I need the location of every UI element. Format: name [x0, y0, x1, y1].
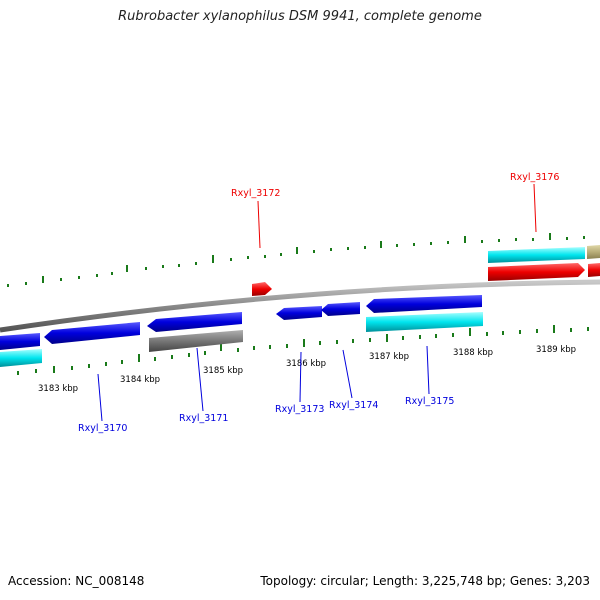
leader-line — [257, 200, 261, 249]
genome-backbone — [0, 279, 600, 333]
reverse-feature-row-2 — [0, 312, 483, 367]
feature-bar[interactable] — [0, 349, 42, 367]
topology-text: Topology: circular; Length: 3,225,748 bp… — [260, 574, 590, 588]
gene-label-rxyl-3175[interactable]: Rxyl_3175 — [405, 396, 454, 407]
leader-line — [342, 349, 353, 399]
inner-tick-row — [17, 325, 589, 375]
gene-arrow[interactable] — [321, 302, 360, 316]
gene-label-rxyl-3176[interactable]: Rxyl_3176 — [510, 172, 559, 183]
leader-line — [97, 373, 103, 422]
feature-bar[interactable] — [149, 330, 243, 352]
gene-arrow[interactable] — [276, 306, 322, 320]
gene-label-rxyl-3174[interactable]: Rxyl_3174 — [329, 400, 378, 411]
gene-labels: Rxyl_3170 Rxyl_3171 Rxyl_3172 Rxyl_3173 … — [78, 172, 559, 434]
gene-label-rxyl-3173[interactable]: Rxyl_3173 — [275, 404, 324, 415]
forward-cds-row — [252, 245, 600, 296]
gene-label-rxyl-3170[interactable]: Rxyl_3170 — [78, 423, 127, 434]
leader-line — [426, 345, 430, 395]
scale-label: 3189 kbp — [536, 345, 576, 355]
scale-labels: 3183 kbp 3184 kbp 3185 kbp 3186 kbp 3187… — [38, 345, 576, 394]
gene-leader-lines — [97, 183, 537, 422]
diagram-title: Rubrobacter xylanophilus DSM 9941, compl… — [118, 9, 482, 24]
gene-arrow[interactable] — [147, 312, 242, 332]
gene-arrow[interactable] — [44, 322, 140, 344]
gene-arrow[interactable] — [588, 263, 600, 277]
feature-bar[interactable] — [366, 312, 483, 332]
gene-label-rxyl-3172[interactable]: Rxyl_3172 — [231, 188, 280, 199]
scale-label: 3188 kbp — [453, 348, 493, 358]
gene-arrow[interactable] — [488, 263, 585, 281]
feature-bar[interactable] — [587, 245, 600, 259]
scale-label: 3185 kbp — [203, 366, 243, 376]
leader-line — [533, 183, 537, 233]
gene-arrow[interactable] — [0, 333, 40, 350]
reverse-cds-row — [0, 295, 482, 350]
scale-label: 3184 kbp — [120, 375, 160, 385]
outer-tick-row — [7, 233, 585, 287]
scale-label: 3186 kbp — [286, 359, 326, 369]
leader-line — [299, 351, 302, 403]
gene-arrow[interactable] — [252, 282, 272, 296]
scale-label: 3183 kbp — [38, 384, 78, 394]
feature-bar[interactable] — [488, 247, 585, 263]
gene-label-rxyl-3171[interactable]: Rxyl_3171 — [179, 413, 228, 424]
gene-arrow[interactable] — [366, 295, 482, 313]
scale-label: 3187 kbp — [369, 352, 409, 362]
leader-line — [196, 347, 204, 412]
accession-text: Accession: NC_008148 — [8, 574, 145, 588]
